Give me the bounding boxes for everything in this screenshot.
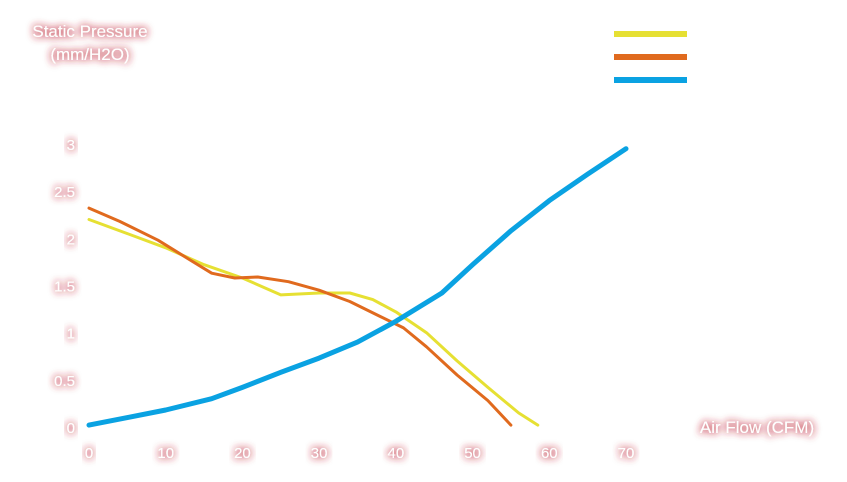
y-axis-label-line-1: Static Pressure [32,22,147,41]
y-tick-label: 0.5 [54,373,75,390]
x-tick-label: 20 [234,445,251,462]
y-tick-label: 2.5 [54,184,75,201]
x-tick-label: 0 [85,445,93,462]
legend [614,31,687,83]
series-line-3 [86,146,629,428]
series-line-1 [87,218,540,427]
y-tick-label: 1.5 [54,279,75,296]
x-tick-label: 50 [464,445,481,462]
x-tick-label: 60 [541,445,558,462]
x-axis-label: Air Flow (CFM) [700,418,814,437]
y-tick-label: 1 [67,326,75,343]
y-tick-label: 2 [67,231,75,248]
y-tick-label: 0 [67,420,75,437]
series-line-2 [87,206,513,427]
series-lines [86,146,629,428]
x-tick-label: 30 [311,445,328,462]
y-tick-label: 3 [67,137,75,154]
y-tick-labels: 0 0.5 1 1.5 2 2.5 3 [54,137,75,437]
y-axis-label-line-2: (mm/H2O) [50,45,129,64]
x-tick-label: 70 [618,445,635,462]
x-tick-label: 40 [388,445,405,462]
x-tick-label: 10 [157,445,174,462]
x-tick-labels: 0 10 20 30 40 50 60 70 [85,445,635,462]
